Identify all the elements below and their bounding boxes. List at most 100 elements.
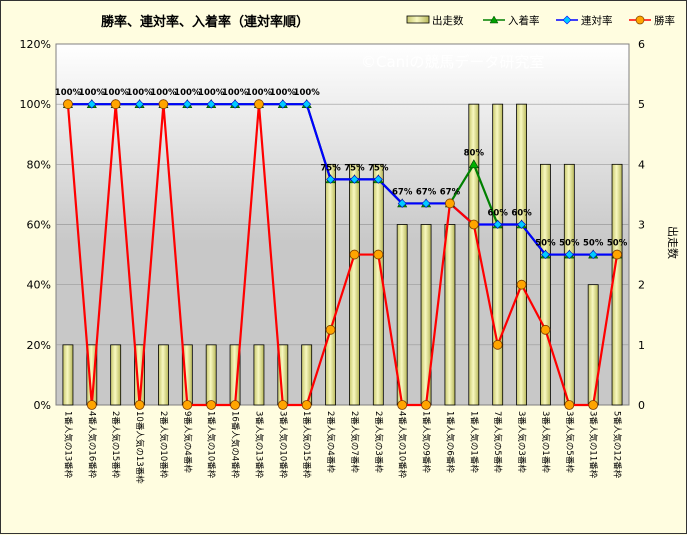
data-label: 80% <box>464 148 485 158</box>
category-label: 4番人気の10番枠 <box>397 411 408 479</box>
data-label: 100% <box>198 88 225 98</box>
point <box>230 400 240 410</box>
point <box>397 400 408 410</box>
point <box>182 99 192 109</box>
category-label: 1番人気の13番枠 <box>62 411 73 479</box>
legend: 出走数 入着率 連対率 勝率 <box>406 14 675 27</box>
left-tick-label: 60% <box>27 219 51 232</box>
legend-label-blue: 連対率 <box>581 14 613 27</box>
bar <box>62 344 74 406</box>
point <box>588 250 598 260</box>
bar <box>563 163 575 406</box>
point <box>302 99 312 109</box>
right-tick-label: 6 <box>638 38 645 51</box>
left-tick-label: 120% <box>20 38 51 51</box>
category-label: 2番人気の4番枠 <box>325 411 336 473</box>
watermark: ©Caniの競馬データ研究室 <box>361 53 544 71</box>
bar <box>444 224 456 406</box>
point <box>397 199 407 208</box>
bar <box>349 163 360 406</box>
point <box>134 400 145 410</box>
point <box>350 174 359 184</box>
category-label: 3番人気の5番枠 <box>564 411 575 473</box>
legend-marker-green <box>489 15 499 24</box>
data-label: 100% <box>270 88 297 98</box>
category-label: 16番人気の4番枠 <box>230 411 241 479</box>
category-label: 3番人気の13番枠 <box>253 411 264 479</box>
point <box>230 99 240 109</box>
point <box>421 199 431 208</box>
series-line <box>66 103 619 407</box>
point <box>588 400 599 410</box>
right-tick-label: 0 <box>638 399 645 412</box>
point <box>301 400 312 410</box>
data-label: 50% <box>583 239 604 249</box>
point <box>182 400 193 410</box>
category-label: 7番人気の5番枠 <box>492 411 503 473</box>
left-tick-label: 80% <box>27 158 51 171</box>
point <box>541 250 550 260</box>
bar <box>611 163 623 406</box>
point <box>612 249 622 260</box>
data-label: 67% <box>392 187 413 197</box>
point <box>421 400 431 410</box>
data-label: 60% <box>511 209 532 219</box>
category-label: 2番人気の10番枠 <box>158 411 169 479</box>
data-label: 75% <box>320 163 341 173</box>
legend-label-green: 入着率 <box>508 14 540 27</box>
point <box>86 400 97 410</box>
point <box>158 99 169 110</box>
point <box>135 99 144 109</box>
bar <box>516 103 527 406</box>
point <box>492 339 503 350</box>
point <box>516 279 527 290</box>
data-label: 67% <box>416 187 437 197</box>
legend-marker-red <box>635 15 645 25</box>
left-tick-label: 0% <box>34 399 51 412</box>
category-label: 2番人気の3番枠 <box>373 411 384 473</box>
data-label: 100% <box>174 88 201 98</box>
legend-swatch-bar <box>406 15 430 24</box>
category-label: 1番人気の10番枠 <box>206 411 217 479</box>
point <box>277 400 288 410</box>
category-label: 9番人気の4番枠 <box>182 411 193 473</box>
category-label: 1番人気の1番枠 <box>468 411 479 473</box>
category-label: 2番人気の15番枠 <box>110 411 121 479</box>
point <box>110 99 121 110</box>
point <box>254 99 264 110</box>
data-label: 100% <box>79 88 106 98</box>
bar <box>253 344 265 406</box>
data-label: 100% <box>294 88 321 98</box>
category-label: 10番人気の13番枠 <box>134 411 145 484</box>
point <box>63 99 73 110</box>
data-label: 75% <box>368 163 389 173</box>
data-label: 75% <box>344 163 365 173</box>
data-label: 50% <box>535 239 556 249</box>
left-tick-label: 100% <box>20 98 51 111</box>
point <box>564 400 575 410</box>
point <box>278 99 288 109</box>
point <box>206 99 216 109</box>
category-label: 4番人気の16番枠 <box>86 411 97 479</box>
bar <box>540 163 551 406</box>
bar <box>372 163 384 406</box>
point <box>493 220 503 229</box>
category-label: 3番人気の1番枠 <box>540 411 551 473</box>
bar <box>492 103 504 406</box>
data-label: 67% <box>440 187 461 197</box>
point <box>373 249 384 260</box>
point <box>468 159 479 169</box>
data-label: 50% <box>559 239 580 249</box>
legend-label-bar: 出走数 <box>432 14 464 27</box>
category-label: 1番人気の9番枠 <box>421 411 432 473</box>
legend-label-red: 勝率 <box>654 14 675 27</box>
point <box>206 400 217 410</box>
point <box>564 250 574 260</box>
right-tick-label: 4 <box>638 158 645 171</box>
point <box>540 324 551 335</box>
bar <box>158 344 169 406</box>
data-label: 100% <box>126 88 153 98</box>
data-label: 60% <box>488 209 509 219</box>
